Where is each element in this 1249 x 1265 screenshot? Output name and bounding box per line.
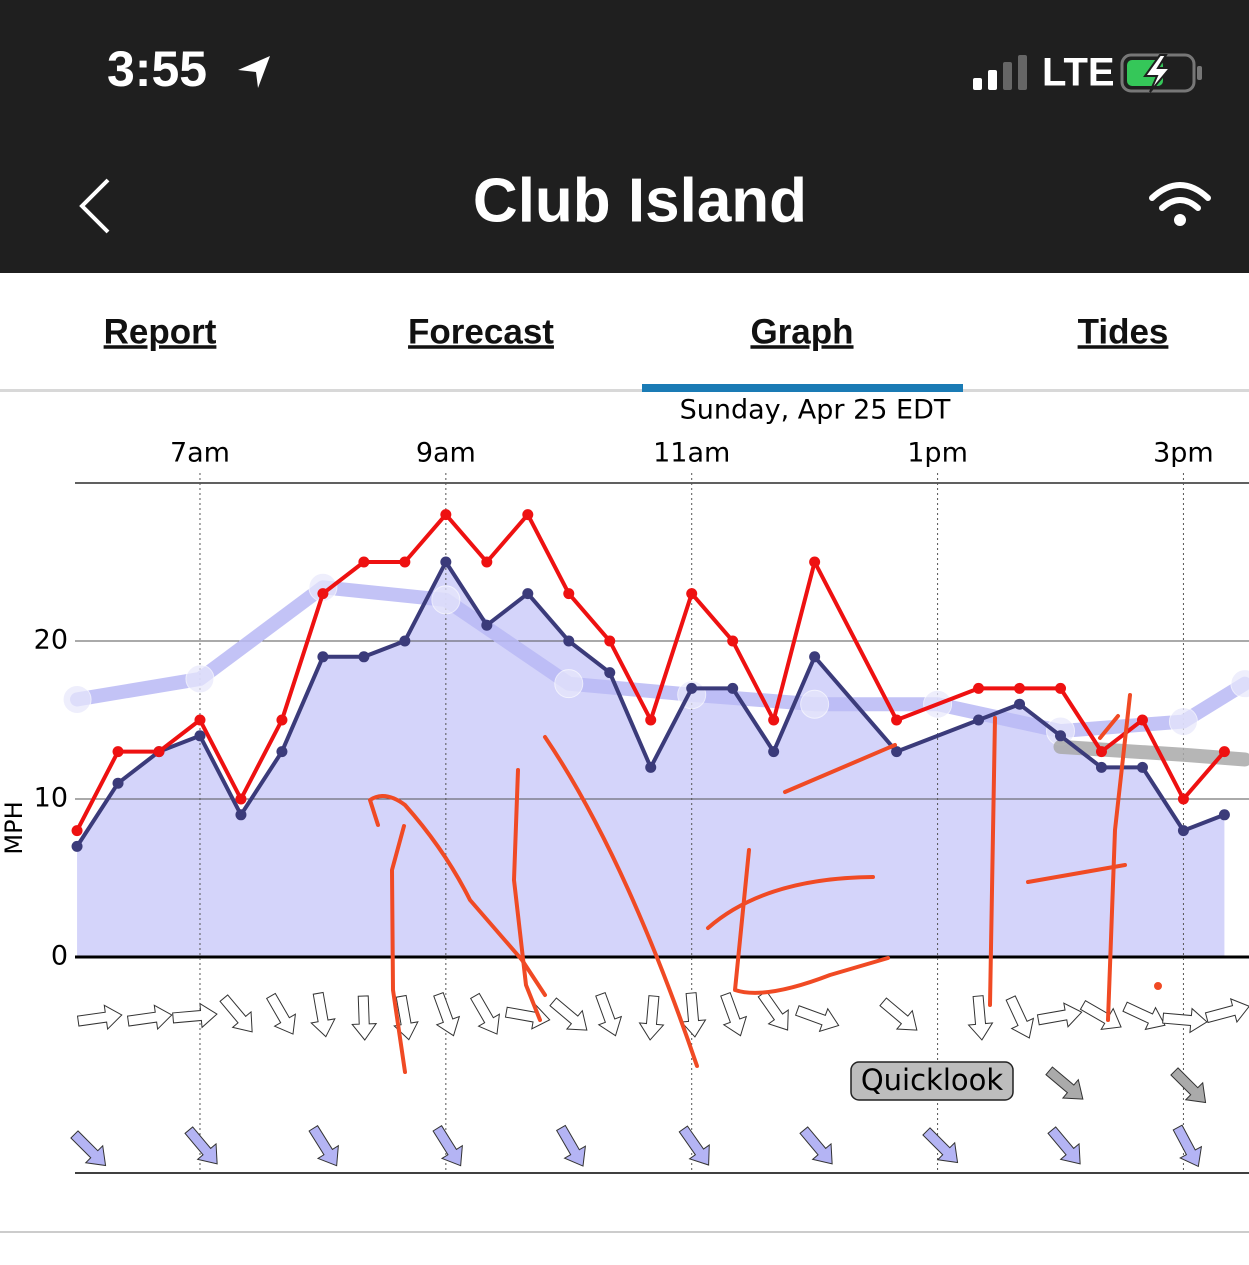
x-tick-label: 1pm xyxy=(907,438,968,469)
data-point xyxy=(358,651,370,663)
data-point xyxy=(522,509,534,521)
network-label: LTE xyxy=(1042,51,1115,95)
data-point xyxy=(809,651,821,663)
data-point xyxy=(604,667,616,679)
data-point xyxy=(645,761,657,773)
data-point xyxy=(153,746,165,758)
wifi-icon xyxy=(1149,182,1211,226)
data-point xyxy=(1055,730,1067,742)
handwritten-annotation xyxy=(368,693,1162,1074)
data-point xyxy=(71,825,83,837)
data-point xyxy=(235,793,247,805)
data-point xyxy=(194,730,206,742)
data-point xyxy=(686,682,698,694)
data-point xyxy=(358,556,370,568)
wind-direction-arrows xyxy=(76,986,1249,1044)
data-point xyxy=(112,777,124,789)
wind-graph: Sunday, Apr 25 EDT MPH 0 10 20 7am 9am 11am 1pm 3… xyxy=(0,395,1249,1173)
data-point xyxy=(1014,698,1026,710)
data-point xyxy=(481,556,493,568)
data-point xyxy=(1095,746,1107,758)
clock: 3:55 xyxy=(107,41,207,97)
data-point xyxy=(399,635,411,647)
data-point xyxy=(563,588,575,600)
data-point xyxy=(645,714,657,726)
data-point xyxy=(768,746,780,758)
tab-divider xyxy=(0,389,1249,392)
x-tick-label: 3pm xyxy=(1153,438,1214,469)
top-bar xyxy=(0,0,1249,273)
quicklook-button[interactable]: Quicklook xyxy=(850,1061,1014,1101)
chart-subtitle: Sunday, Apr 25 EDT xyxy=(680,395,951,426)
data-point xyxy=(1136,714,1148,726)
data-point xyxy=(1218,746,1230,758)
data-point xyxy=(973,682,985,694)
y-tick-label: 10 xyxy=(34,783,68,814)
model-direction-arrows xyxy=(65,1121,1210,1175)
data-point xyxy=(1177,825,1189,837)
data-point xyxy=(604,635,616,647)
data-point xyxy=(563,635,575,647)
data-point xyxy=(317,651,329,663)
location-icon xyxy=(238,56,270,88)
data-point xyxy=(727,682,739,694)
data-point xyxy=(891,746,903,758)
x-tick-label: 11am xyxy=(653,438,730,469)
y-tick-label: 20 xyxy=(34,625,68,656)
data-point xyxy=(431,585,461,615)
data-point xyxy=(276,714,288,726)
data-point xyxy=(686,588,698,600)
data-point xyxy=(71,840,83,852)
quicklook-label[interactable]: Quicklook xyxy=(861,1063,1004,1097)
data-point xyxy=(185,664,215,694)
tab[interactable]: Forecast xyxy=(408,312,554,351)
battery-icon xyxy=(1120,53,1202,93)
data-point xyxy=(62,684,92,714)
data-point xyxy=(1095,761,1107,773)
tab-bar: Report Forecast Graph Tides xyxy=(104,312,1169,351)
area-fill xyxy=(77,562,1225,957)
data-point xyxy=(1014,682,1026,694)
data-point xyxy=(1218,809,1230,821)
tab[interactable]: Graph xyxy=(750,312,853,351)
data-point xyxy=(276,746,288,758)
data-point xyxy=(1177,793,1189,805)
signal-icon xyxy=(973,55,1027,90)
active-tab-indicator xyxy=(642,384,963,392)
data-point xyxy=(481,619,493,631)
data-point xyxy=(308,572,338,602)
gust-direction-arrows xyxy=(1040,1061,1215,1112)
data-point xyxy=(554,669,584,699)
data-point xyxy=(727,635,739,647)
data-point xyxy=(112,746,124,758)
data-point xyxy=(809,556,821,568)
tab[interactable]: Report xyxy=(104,312,217,351)
data-point xyxy=(440,509,452,521)
data-point xyxy=(800,689,830,719)
back-button[interactable] xyxy=(79,178,110,234)
x-tick-label: 7am xyxy=(170,438,230,469)
data-point xyxy=(768,714,780,726)
data-point xyxy=(194,714,206,726)
data-point xyxy=(1136,761,1148,773)
page-title: Club Island xyxy=(473,166,807,235)
data-point xyxy=(399,556,411,568)
data-point xyxy=(317,588,329,600)
data-point xyxy=(235,809,247,821)
data-point xyxy=(973,714,985,726)
y-tick-label: 0 xyxy=(51,941,68,972)
quicklook-button-bg[interactable] xyxy=(850,1061,1014,1101)
series-line xyxy=(70,580,1249,739)
data-point xyxy=(1168,707,1198,737)
data-point xyxy=(891,714,903,726)
tab[interactable]: Tides xyxy=(1078,312,1169,351)
x-tick-label: 9am xyxy=(416,438,476,469)
data-point xyxy=(440,556,452,568)
y-axis-label: MPH xyxy=(0,801,28,854)
data-point xyxy=(1230,669,1249,699)
data-point xyxy=(522,588,534,600)
data-point xyxy=(1055,682,1067,694)
